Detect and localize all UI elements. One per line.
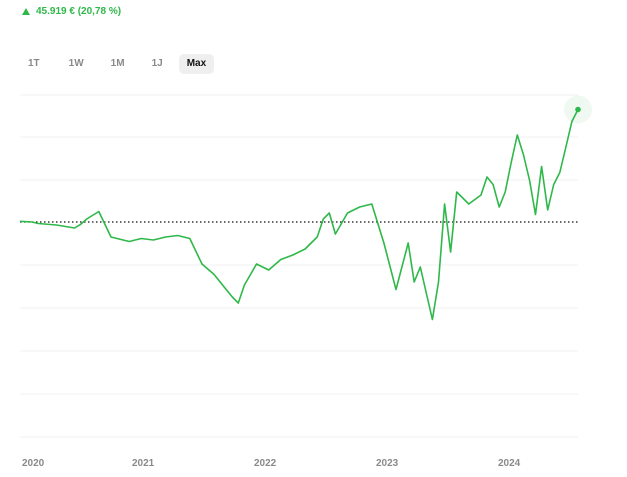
tab-1t[interactable]: 1T [28,58,40,69]
performance-text: 45.919 € (20,78 %) [36,6,122,17]
x-tick-2021: 2021 [132,458,155,469]
x-tick-2023: 2023 [376,458,399,469]
performance-summary: 45.919 € (20,78 %) [22,6,121,17]
x-tick-2022: 2022 [254,458,277,469]
tab-1m[interactable]: 1M [110,58,125,69]
tab-max[interactable]: Max [178,54,215,74]
chart-grid [20,94,578,438]
tab-1j[interactable]: 1J [151,58,163,69]
x-tick-2020: 2020 [22,458,45,469]
series-line [19,109,579,321]
x-axis-ticks: 2020 2021 2022 2023 2024 [22,458,521,469]
x-tick-2024: 2024 [498,458,521,469]
arrow-up-icon [22,8,30,15]
tab-1w[interactable]: 1W [68,58,84,69]
end-point-dot [575,106,581,113]
range-tabs: 1T 1W 1M 1J Max [20,54,215,74]
